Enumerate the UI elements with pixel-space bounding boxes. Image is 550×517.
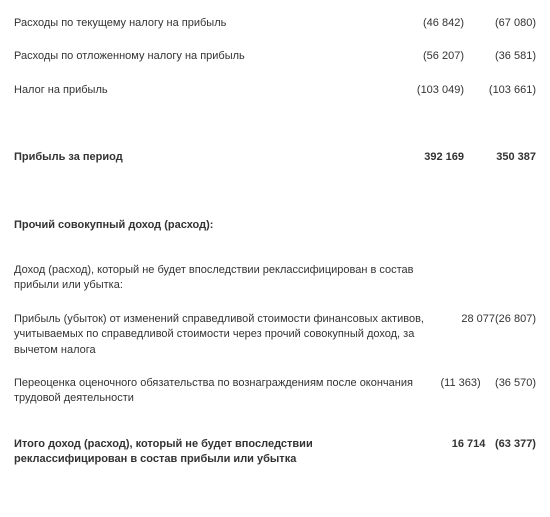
row-total-not-reclassified: Итого доход (расход), который не будет в…	[14, 431, 536, 474]
value-col2: (103 661)	[464, 83, 536, 98]
label: Расходы по текущему налогу на прибыль	[14, 16, 392, 31]
value-col1: (103 049)	[392, 83, 464, 98]
spacer	[14, 413, 536, 431]
label: Переоценка оценочного обязательства по в…	[14, 376, 425, 407]
label: Прибыль за период	[14, 150, 392, 165]
value-col2: (67 080)	[464, 16, 536, 31]
value-col2: 350 387	[464, 150, 536, 165]
label: Прочий совокупный доход (расход):	[14, 218, 392, 233]
spacer	[14, 239, 536, 257]
row-other-comprehensive-header: Прочий совокупный доход (расход):	[14, 212, 536, 239]
value-col1: (46 842)	[392, 16, 464, 31]
value-col2: (26 807)	[495, 312, 536, 327]
label: Прибыль (убыток) от изменений справедлив…	[14, 312, 460, 358]
row-remeasurement-liability: Переоценка оценочного обязательства по в…	[14, 370, 536, 413]
label: Доход (расход), который не будет впослед…	[14, 263, 424, 294]
row-income-tax: Налог на прибыль (103 049) (103 661)	[14, 77, 536, 104]
value-col2: (36 570)	[481, 376, 536, 391]
value-col1: 16 714	[435, 437, 486, 452]
value-col1: 28 077	[460, 312, 495, 327]
label: Расходы по отложенному налогу на прибыль	[14, 49, 392, 64]
row-current-tax-expense: Расходы по текущему налогу на прибыль (4…	[14, 10, 536, 37]
label: Налог на прибыль	[14, 83, 392, 98]
value-col1: 392 169	[392, 150, 464, 165]
spacer	[14, 104, 536, 144]
value-col1: (56 207)	[392, 49, 464, 64]
spacer	[14, 172, 536, 212]
row-fair-value-gain-loss: Прибыль (убыток) от изменений справедлив…	[14, 306, 536, 364]
value-col1: (11 363)	[425, 376, 480, 391]
row-deferred-tax-expense: Расходы по отложенному налогу на прибыль…	[14, 43, 536, 70]
value-col2: (36 581)	[464, 49, 536, 64]
row-not-reclassified-header: Доход (расход), который не будет впослед…	[14, 257, 536, 300]
label: Итого доход (расход), который не будет в…	[14, 437, 435, 468]
row-profit-for-period: Прибыль за период 392 169 350 387	[14, 144, 536, 171]
value-col2: (63 377)	[485, 437, 536, 452]
